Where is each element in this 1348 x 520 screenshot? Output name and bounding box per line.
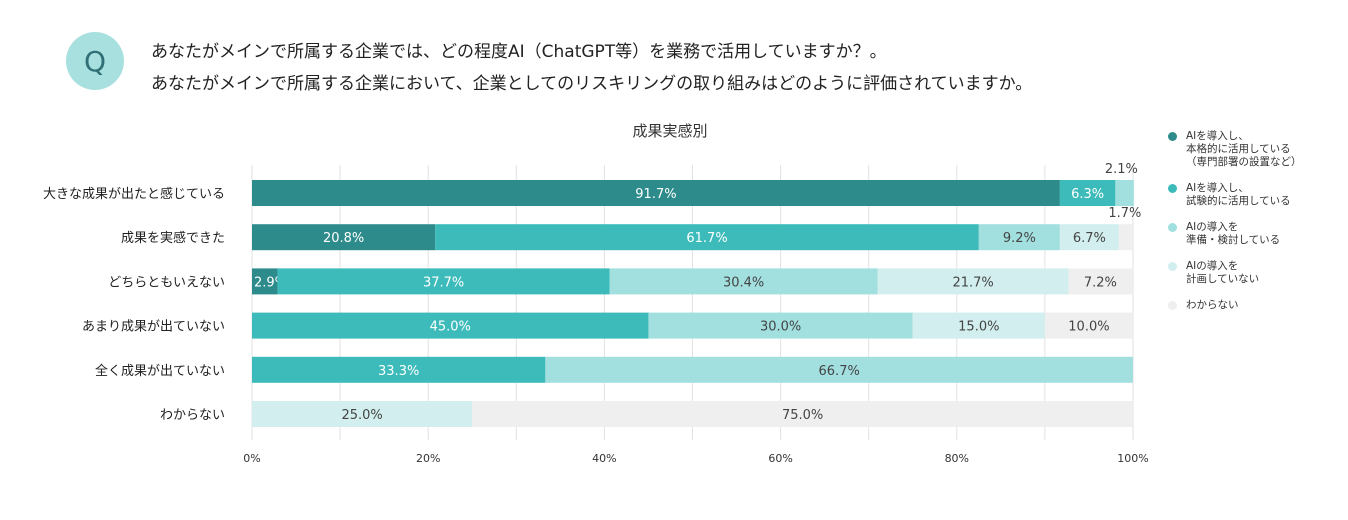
legend-item: AIの導入を 準備・検討している — [1168, 221, 1343, 247]
data-label: 10.0% — [1068, 320, 1109, 335]
x-tick-label: 20% — [416, 452, 440, 465]
bar-segment — [1044, 312, 1133, 339]
bar-segment — [1115, 180, 1134, 206]
x-tick-label: 100% — [1117, 452, 1148, 465]
category-label: どちらともいえない — [108, 275, 225, 290]
legend-swatch — [1168, 223, 1177, 232]
data-label: 75.0% — [782, 408, 823, 423]
legend-label: AIの導入を 準備・検討している — [1186, 221, 1281, 246]
bar-segment — [545, 356, 1133, 383]
category-label: 成果を実感できた — [121, 230, 225, 246]
chart-legend: AIを導入し、 本格的に活用している （専門部署の設置など） AIを導入し、 試験… — [1168, 130, 1343, 325]
legend-label: わからない — [1186, 299, 1239, 311]
x-tick-label: 0% — [243, 452, 260, 465]
bar-segment — [1068, 268, 1133, 295]
bar-segment — [912, 312, 1045, 339]
bar-segment — [877, 268, 1069, 295]
data-label: 37.7% — [423, 275, 464, 290]
bar-segment — [609, 268, 878, 295]
data-label: 30.0% — [760, 320, 801, 335]
data-label: 91.7% — [635, 187, 676, 202]
bar-segment — [1059, 224, 1119, 251]
legend-item: AIの導入を 計画していない — [1168, 260, 1343, 286]
bar-segment — [472, 401, 1133, 427]
bar-segment — [252, 401, 473, 427]
category-label: あまり成果が出ていない — [82, 320, 225, 335]
x-tick-label: 80% — [945, 452, 969, 465]
data-label: 61.7% — [686, 231, 727, 246]
data-label: 30.4% — [723, 275, 764, 290]
data-label: 15.0% — [958, 320, 999, 335]
category-label: 大きな成果が出たと感じている — [43, 186, 225, 202]
legend-label: AIを導入し、 試験的に活用している — [1186, 182, 1291, 207]
legend-label: AIの導入を 計画していない — [1186, 260, 1260, 285]
data-label: 6.7% — [1073, 231, 1106, 246]
bar-segment — [1059, 180, 1116, 206]
bar-segment — [252, 312, 649, 339]
question-text-line-1: あなたがメインで所属する企業では、どの程度AI（ChatGPT等）を業務で活用し… — [151, 42, 887, 62]
data-label: 66.7% — [819, 364, 860, 379]
category-label: わからない — [160, 408, 225, 423]
x-tick-label: 40% — [592, 452, 616, 465]
legend-item: わからない — [1168, 299, 1343, 312]
legend-label: AIを導入し、 本格的に活用している （専門部署の設置など） — [1186, 130, 1302, 168]
legend-item: AIを導入し、 試験的に活用している — [1168, 182, 1343, 208]
data-label: 33.3% — [378, 364, 419, 379]
data-label: 6.3% — [1071, 187, 1104, 202]
question-badge-label: Q — [83, 44, 107, 78]
question-text-line-2: あなたがメインで所属する企業において、企業としてのリスキリングの取り組みはどのよ… — [151, 74, 1033, 94]
question-badge: Q — [66, 32, 124, 90]
bar-segment — [277, 268, 610, 295]
data-label: 25.0% — [341, 408, 382, 423]
bar-segment — [978, 224, 1060, 251]
data-label: 7.2% — [1084, 275, 1117, 290]
legend-swatch — [1168, 262, 1177, 271]
bar-segment — [252, 224, 436, 251]
data-label: 45.0% — [430, 320, 471, 335]
bar-segment — [252, 180, 1060, 206]
bar-segment — [1118, 224, 1134, 251]
bar-segment — [252, 356, 546, 383]
x-tick-label: 60% — [768, 452, 792, 465]
data-label: 9.2% — [1003, 231, 1036, 246]
bar-segment — [252, 268, 278, 295]
category-label: 全く成果が出ていない — [95, 363, 225, 379]
legend-item: AIを導入し、 本格的に活用している （専門部署の設置など） — [1168, 130, 1343, 169]
bar-segment — [648, 312, 913, 339]
legend-swatch — [1168, 132, 1177, 141]
data-label: 20.8% — [323, 231, 364, 246]
chart-title: 成果実感別 — [632, 122, 708, 140]
bar-segment — [435, 224, 979, 251]
legend-swatch — [1168, 184, 1177, 193]
legend-swatch — [1168, 301, 1177, 310]
data-label: 1.7% — [1108, 206, 1141, 221]
data-label: 21.7% — [952, 275, 993, 290]
data-label: 2.1% — [1105, 162, 1138, 177]
